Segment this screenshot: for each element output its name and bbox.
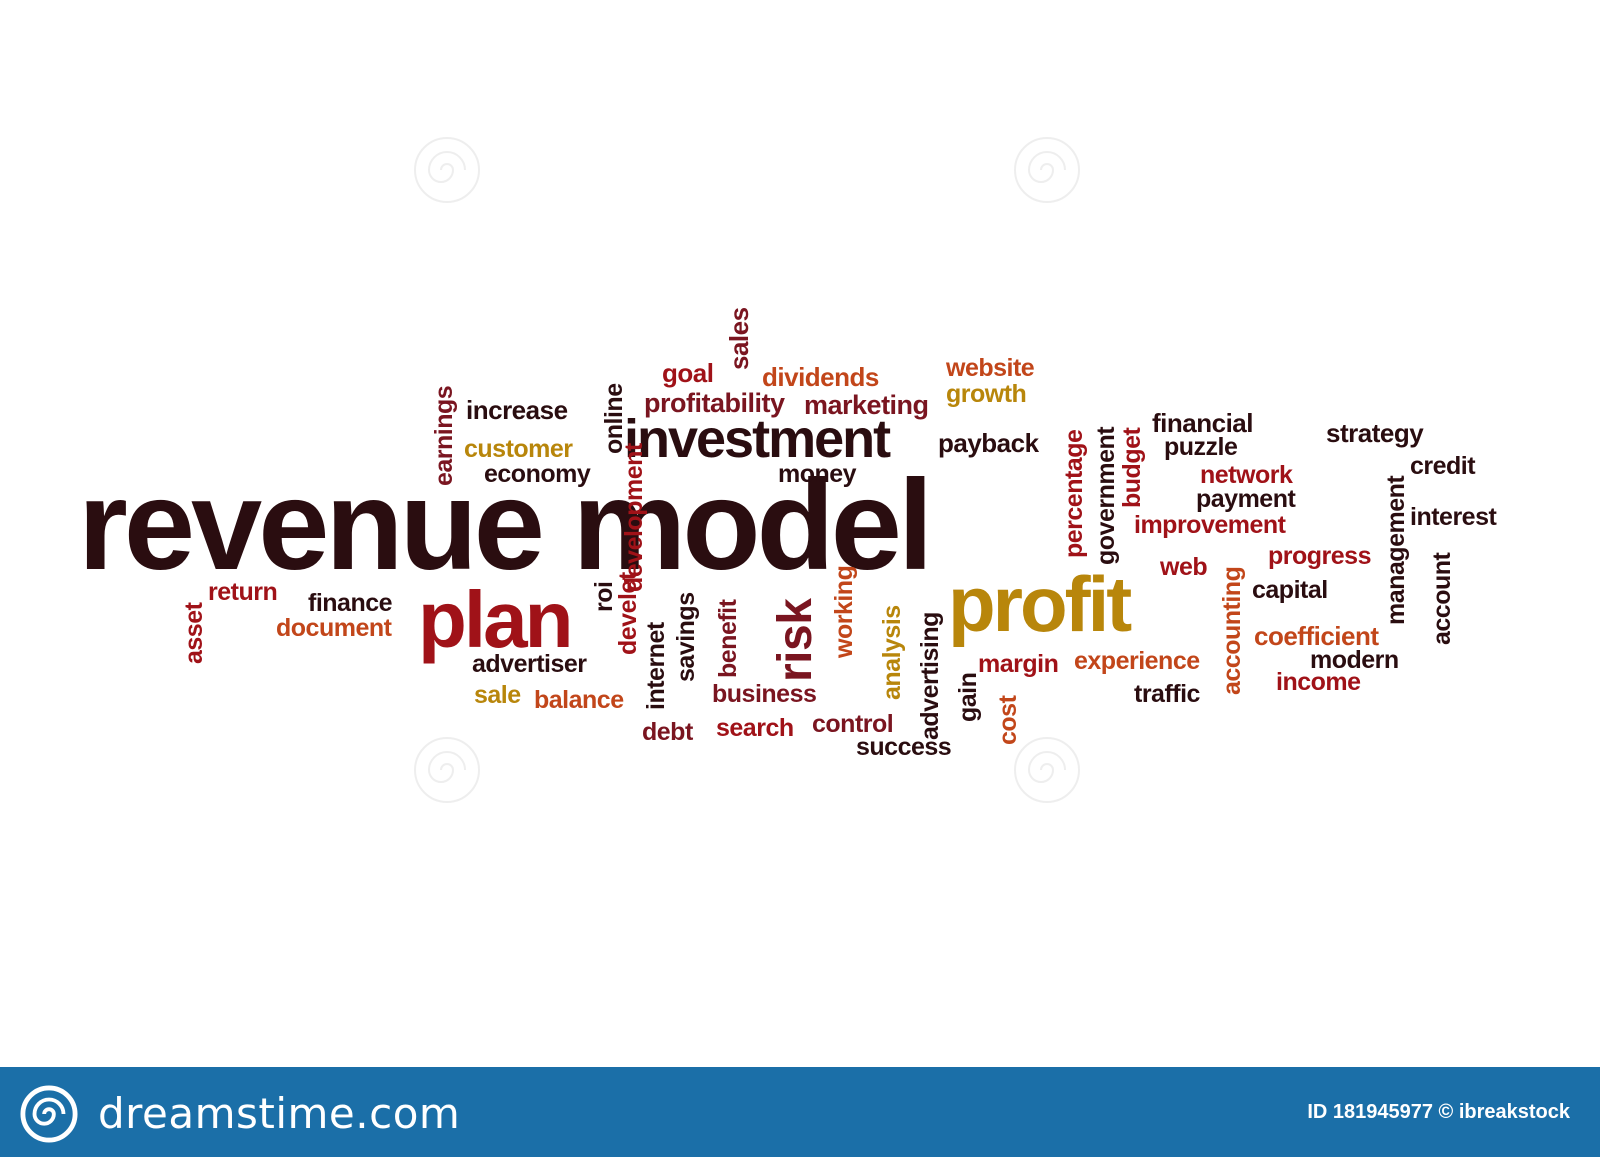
cloud-word: network — [1200, 461, 1293, 489]
cloud-word: economy — [484, 460, 591, 488]
cloud-word: government — [1092, 426, 1120, 565]
cloud-word: accounting — [1218, 566, 1246, 695]
cloud-word: account — [1428, 552, 1456, 645]
cloud-word: advertiser — [472, 650, 587, 678]
spiral-watermark-icon — [414, 137, 480, 203]
cloud-word: success — [856, 733, 952, 761]
cloud-word: profitability — [644, 388, 785, 418]
cloud-word: profit — [948, 560, 1132, 648]
cloud-word: cost — [994, 695, 1022, 745]
cloud-word: increase — [466, 395, 568, 425]
footer-brand-link[interactable]: dreamstime.com — [98, 1089, 461, 1138]
cloud-word: sale — [474, 681, 521, 709]
cloud-word: capital — [1252, 576, 1328, 604]
cloud-word: working — [830, 565, 858, 658]
cloud-word: strategy — [1326, 418, 1424, 448]
cloud-word: money — [778, 460, 857, 488]
cloud-word-revenue-model: revenue model — [78, 454, 933, 597]
cloud-word: budget — [1118, 427, 1146, 508]
cloud-word: margin — [978, 650, 1059, 678]
cloud-word: payment — [1196, 485, 1296, 513]
cloud-word: income — [1276, 668, 1361, 696]
spiral-logo-icon[interactable] — [20, 1085, 78, 1143]
cloud-word: benefit — [714, 599, 742, 678]
cloud-word: goal — [662, 358, 714, 388]
cloud-word: savings — [672, 592, 700, 682]
cloud-word: return — [208, 578, 278, 606]
cloud-word: financial — [1152, 408, 1253, 438]
cloud-word: sales — [724, 307, 754, 370]
cloud-word: search — [716, 714, 794, 742]
cloud-word: marketing — [804, 390, 929, 420]
cloud-word: earnings — [430, 385, 458, 486]
cloud-word: finance — [308, 589, 393, 617]
cloud-word: plan — [418, 575, 573, 664]
cloud-word: balance — [534, 686, 624, 714]
cloud-word: control — [812, 710, 894, 738]
cloud-word: gain — [954, 672, 982, 722]
cloud-word: payback — [938, 428, 1039, 458]
spiral-watermark-icon — [414, 737, 480, 803]
spiral-watermark-icon — [1014, 137, 1080, 203]
cloud-word: percentage — [1060, 429, 1088, 558]
cloud-word: progress — [1268, 542, 1371, 570]
cloud-word: dividends — [762, 362, 879, 392]
spiral-watermark-icon — [1014, 737, 1080, 803]
cloud-word: experience — [1074, 647, 1200, 675]
cloud-word: traffic — [1134, 680, 1200, 708]
cloud-word: management — [1382, 475, 1410, 625]
cloud-word: asset — [180, 602, 208, 664]
cloud-word: growth — [946, 380, 1027, 408]
cloud-word: improvement — [1134, 511, 1286, 539]
cloud-word: credit — [1410, 452, 1476, 480]
cloud-word: puzzle — [1164, 433, 1238, 461]
cloud-word: interest — [1410, 503, 1497, 531]
cloud-word: roi — [590, 581, 618, 612]
cloud-word: risk — [769, 598, 822, 682]
cloud-word: internet — [642, 622, 670, 710]
cloud-word: modern — [1310, 646, 1399, 674]
cloud-word: document — [276, 614, 392, 642]
cloud-word: development — [620, 443, 648, 592]
cloud-word: investment — [624, 409, 891, 469]
cloud-word: coefficient — [1254, 621, 1379, 651]
cloud-word: business — [712, 680, 817, 708]
image-id-credit: ID 181945977 © ibreakstock — [1307, 1101, 1570, 1123]
cloud-word: website — [946, 354, 1035, 382]
cloud-word: analysis — [878, 605, 906, 700]
cloud-word: debt — [642, 718, 693, 746]
footer-bar: dreamstime.com ID 181945977 © ibreakstoc… — [0, 1067, 1600, 1157]
cloud-word: advertising — [916, 612, 944, 740]
cloud-word: customer — [464, 435, 573, 463]
cloud-word: web — [1160, 553, 1208, 581]
